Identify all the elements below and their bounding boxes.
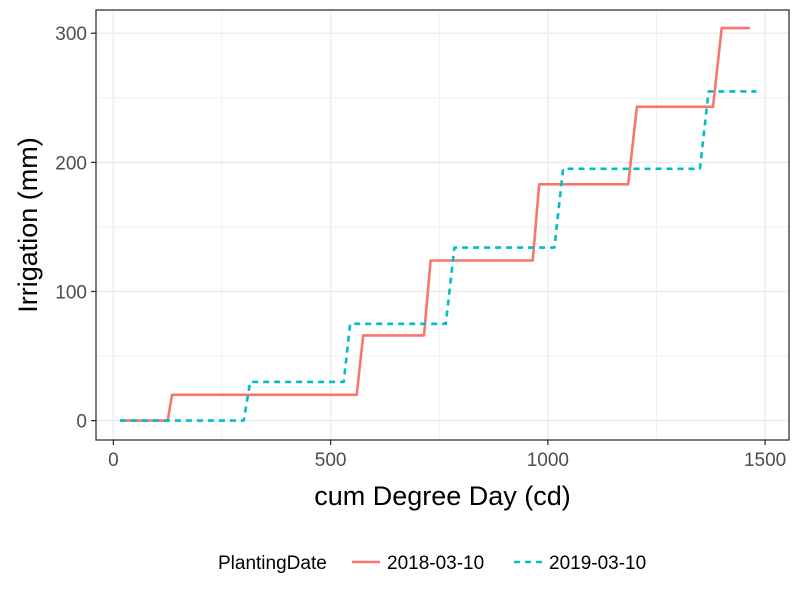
x-axis-title: cum Degree Day (cd)	[314, 481, 571, 511]
y-tick-label: 100	[55, 283, 87, 304]
legend: PlantingDate 2018-03-10 2019-03-10	[218, 553, 646, 574]
grid-lines	[96, 10, 789, 440]
x-tick-label: 1000	[527, 450, 569, 471]
y-tick-label: 200	[55, 153, 87, 174]
legend-label-2018-03-10: 2018-03-10	[387, 553, 484, 574]
x-tick-label: 500	[315, 450, 347, 471]
legend-label-2019-03-10: 2019-03-10	[549, 553, 646, 574]
series-line-2019-03-10	[119, 90, 757, 422]
x-tick-label: 0	[108, 450, 119, 471]
series-lines	[119, 26, 757, 422]
series-line-2018-03-10	[119, 26, 750, 422]
y-tick-label: 0	[76, 412, 87, 433]
y-tick-label: 300	[55, 24, 87, 45]
legend-title: PlantingDate	[218, 553, 327, 574]
plot-panel-border	[95, 9, 790, 441]
y-axis-title: Irrigation (mm)	[13, 137, 43, 313]
x-tick-label: 1500	[744, 450, 786, 471]
axis-ticks: 0 500 1000 1500 0 100 200 300	[55, 24, 786, 471]
